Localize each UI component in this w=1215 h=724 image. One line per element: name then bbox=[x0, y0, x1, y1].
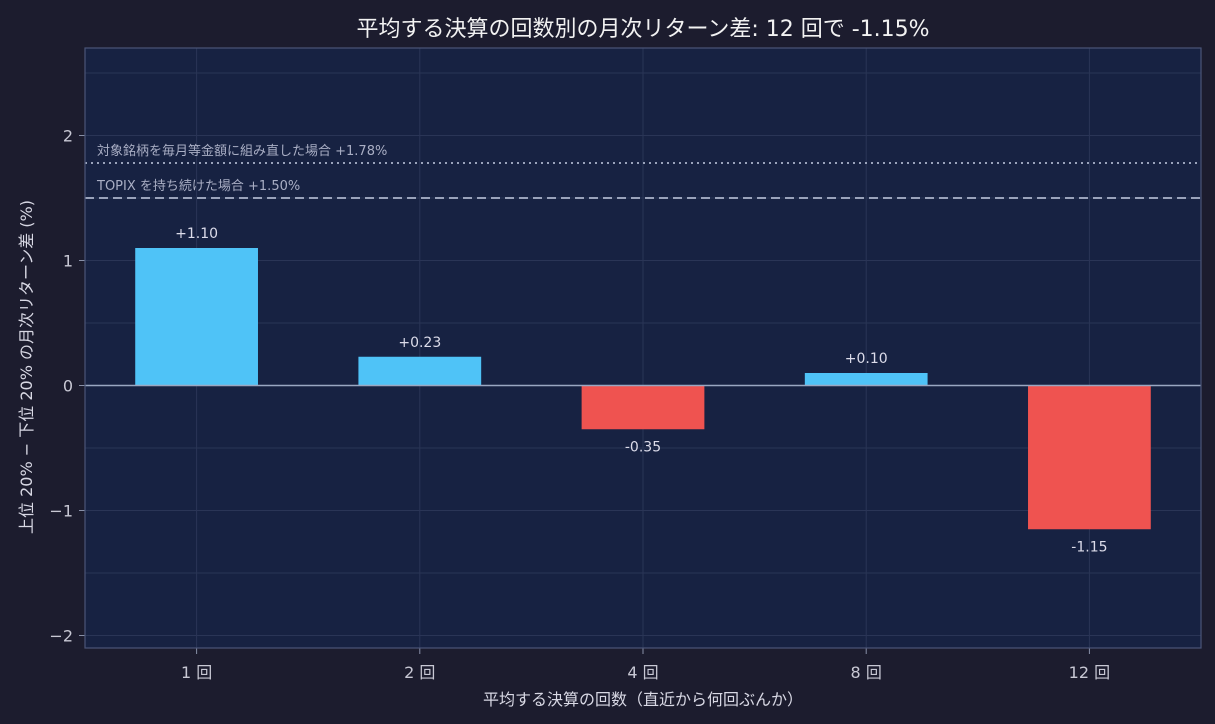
y-tick-label: 2 bbox=[63, 127, 73, 146]
y-tick-label: −1 bbox=[49, 502, 73, 521]
y-tick-label: 0 bbox=[63, 377, 73, 396]
bar bbox=[804, 373, 928, 386]
y-axis-label: 上位 20% − 下位 20% の月次リターン差 (%) bbox=[17, 200, 36, 534]
x-axis-label: 平均する決算の回数（直近から何回ぶんか） bbox=[483, 690, 803, 709]
reference-line-label: TOPIX を持ち続けた場合 +1.50% bbox=[96, 179, 300, 194]
data-label: +1.10 bbox=[175, 226, 218, 242]
x-tick-label: 8 回 bbox=[851, 663, 882, 682]
x-tick-label: 12 回 bbox=[1069, 663, 1110, 682]
x-axis-ticks: 1 回 2 回 4 回 8 回 12 回 bbox=[181, 648, 1110, 682]
data-label: -0.35 bbox=[625, 439, 661, 455]
x-tick-label: 2 回 bbox=[404, 663, 435, 682]
data-label: +0.10 bbox=[845, 351, 888, 367]
x-tick-label: 1 回 bbox=[181, 663, 212, 682]
y-axis-ticks: −2 −1 0 1 2 bbox=[49, 127, 85, 646]
y-tick-label: −2 bbox=[49, 627, 73, 646]
data-labels: +1.10 +0.23 -0.35 +0.10 -1.15 bbox=[175, 226, 1107, 555]
reference-line-label: 対象銘柄を毎月等金額に組み直した場合 +1.78% bbox=[97, 143, 387, 159]
y-tick-label: 1 bbox=[63, 252, 73, 271]
bar bbox=[135, 248, 258, 386]
plot-frame bbox=[84, 47, 1202, 649]
x-tick-label: 4 回 bbox=[627, 663, 658, 682]
bars bbox=[135, 248, 1151, 530]
bar bbox=[581, 385, 705, 430]
chart-title: 平均する決算の回数別の月次リターン差: 12 回で -1.15% bbox=[356, 17, 929, 42]
data-label: -1.15 bbox=[1071, 539, 1107, 555]
reference-lines: 対象銘柄を毎月等金額に組み直した場合 +1.78% TOPIX を持ち続けた場合 … bbox=[85, 143, 1201, 199]
bar bbox=[358, 356, 482, 386]
data-label: +0.23 bbox=[398, 335, 441, 351]
bar bbox=[1028, 385, 1151, 530]
